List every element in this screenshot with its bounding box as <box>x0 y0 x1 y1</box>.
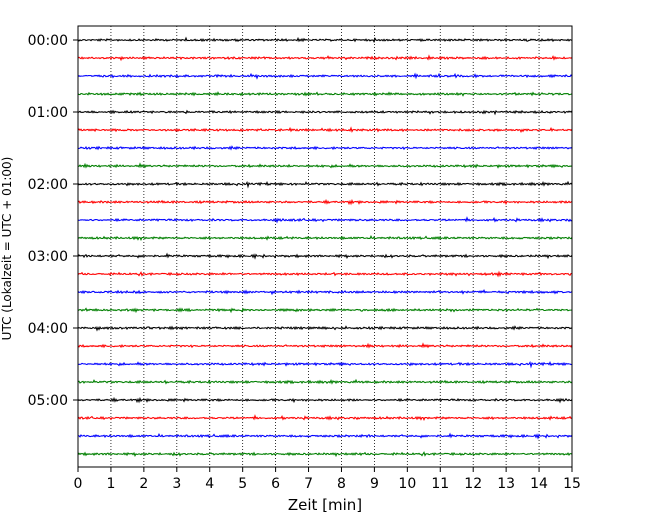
trace-15 <box>77 289 573 296</box>
x-tick-label: 1 <box>106 476 115 492</box>
x-tick-label: 6 <box>271 476 280 492</box>
x-tick-label: 8 <box>337 476 346 492</box>
y-tick-label: 01:00 <box>28 105 68 121</box>
trace-10 <box>77 198 573 206</box>
trace-6 <box>77 126 573 134</box>
plot-frame <box>77 25 573 468</box>
seismogram-traces <box>77 36 573 458</box>
x-tick-label: 15 <box>563 476 581 492</box>
y-tick-label: 00:00 <box>28 33 68 49</box>
y-tick-label: 05:00 <box>28 393 68 409</box>
x-tick-label: 11 <box>431 476 449 492</box>
x-tick-label: 5 <box>238 476 247 492</box>
trace-16 <box>77 307 573 314</box>
trace-23 <box>77 432 573 440</box>
x-tick-label: 4 <box>205 476 214 492</box>
trace-3 <box>77 72 573 80</box>
trace-18 <box>77 342 573 349</box>
x-tick-label: 10 <box>398 476 416 492</box>
x-tick-label: 2 <box>139 476 148 492</box>
trace-1 <box>77 36 573 44</box>
y-tick-label: 02:00 <box>28 177 68 193</box>
y-axis-label: UTC (Lokalzeit = UTC + 01:00) <box>0 157 14 341</box>
trace-19 <box>77 360 573 369</box>
trace-7 <box>77 145 573 151</box>
trace-21 <box>77 396 573 404</box>
x-tick-label: 7 <box>304 476 313 492</box>
x-tick-label: 3 <box>172 476 181 492</box>
x-axis-ticks: 0 1 2 3 4 5 6 7 8 9 10 11 12 13 14 15 <box>74 467 581 492</box>
trace-4 <box>77 91 573 97</box>
x-tick-label: 0 <box>74 476 83 492</box>
trace-2 <box>77 54 573 62</box>
x-tick-label: 13 <box>497 476 515 492</box>
trace-12 <box>77 234 573 242</box>
x-tick-label: 14 <box>530 476 548 492</box>
x-axis-label: Zeit [min] <box>288 496 362 514</box>
x-tick-label: 9 <box>370 476 379 492</box>
trace-14 <box>77 270 573 278</box>
y-axis-ticks: 00:00 01:00 02:00 03:00 04:00 05:00 <box>28 33 78 409</box>
trace-5 <box>77 109 573 116</box>
y-tick-label: 03:00 <box>28 249 68 265</box>
trace-13 <box>77 252 573 260</box>
x-tick-label: 12 <box>464 476 482 492</box>
trace-24 <box>77 451 573 458</box>
y-tick-label: 04:00 <box>28 321 68 337</box>
trace-11 <box>77 216 573 224</box>
trace-20 <box>77 378 573 385</box>
trace-22 <box>77 414 573 422</box>
trace-17 <box>77 325 573 332</box>
trace-9 <box>77 180 573 189</box>
trace-8 <box>77 162 573 169</box>
